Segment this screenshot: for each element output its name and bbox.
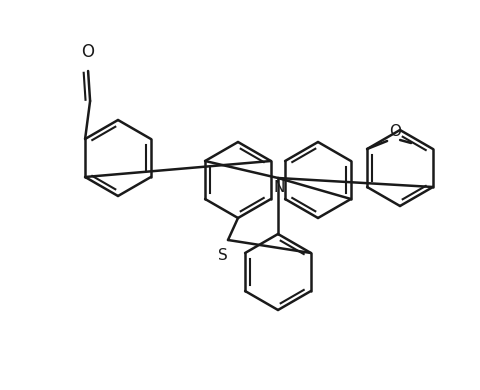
Text: O: O [82,43,95,61]
Text: O: O [389,124,401,139]
Text: N: N [273,180,285,195]
Text: S: S [218,248,228,263]
